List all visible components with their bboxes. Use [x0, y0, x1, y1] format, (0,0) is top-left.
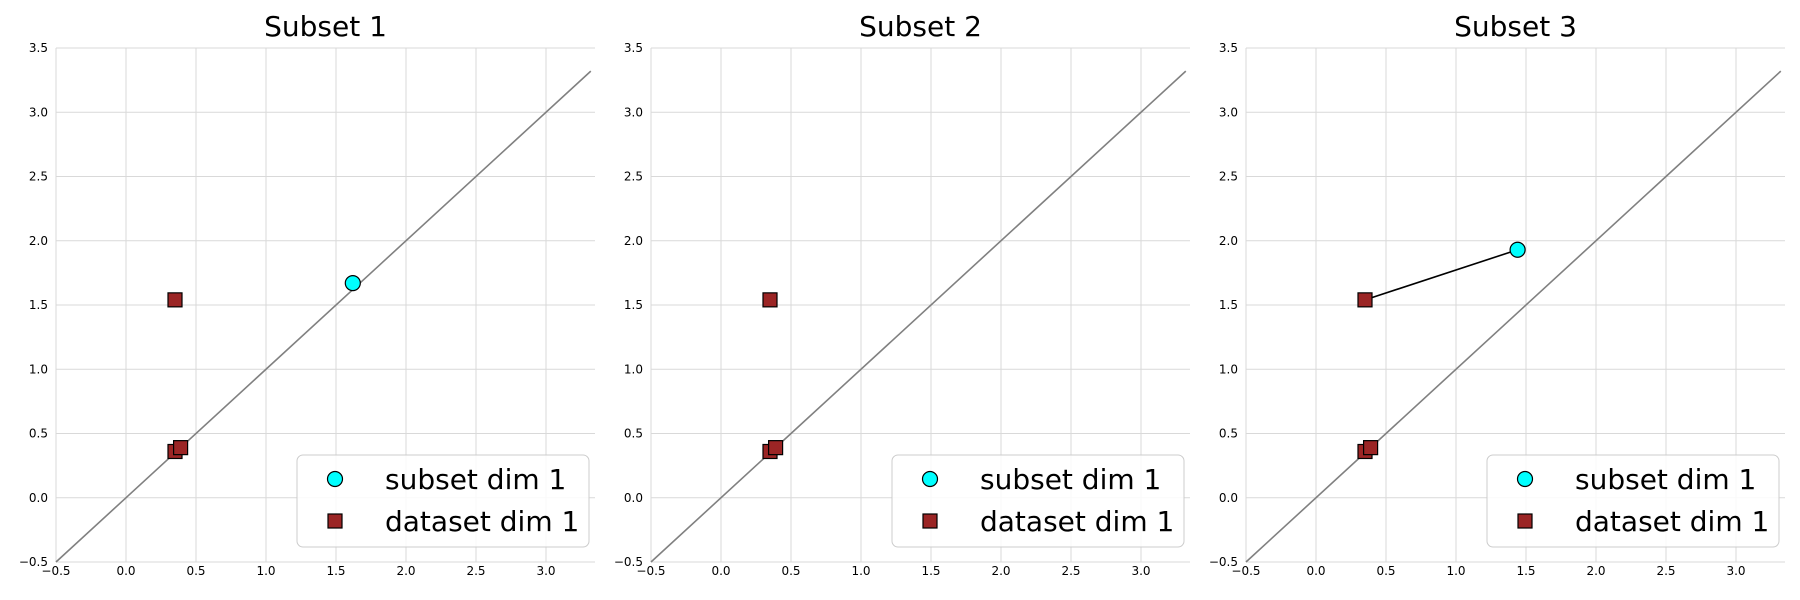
y-tick-label: 2.0 [1219, 234, 1238, 248]
diagonal-line [1245, 70, 1782, 563]
y-tick-label: 0.5 [624, 427, 643, 441]
x-tick-label: 2.0 [991, 564, 1010, 578]
y-tick-label: 2.5 [29, 170, 48, 184]
link-line [1364, 248, 1518, 301]
x-tick-label: 1.0 [1446, 564, 1465, 578]
y-tick-label: 0.5 [1219, 427, 1238, 441]
legend-subset-marker [1516, 470, 1534, 488]
legend-dataset-marker [327, 513, 343, 529]
legend-box [1486, 454, 1780, 548]
y-tick-label: 0.0 [29, 491, 48, 505]
x-tick-label: 2.5 [466, 564, 485, 578]
x-tick-label: 0.5 [1376, 564, 1395, 578]
y-tick-label: 0.0 [1219, 491, 1238, 505]
x-tick-label: 1.0 [256, 564, 275, 578]
subset-point [1509, 241, 1526, 258]
chart-title: Subset 3 [1454, 10, 1577, 43]
y-tick-label: 1.5 [624, 298, 643, 312]
dataset-point [173, 440, 189, 456]
dataset-point [767, 440, 784, 456]
y-tick-label: 3.5 [1219, 41, 1238, 55]
x-tick-label: 2.5 [1061, 564, 1080, 578]
x-tick-label: 0.5 [186, 564, 205, 578]
y-tick-label: 1.5 [1219, 298, 1238, 312]
x-tick-label: 1.0 [851, 564, 870, 578]
x-tick-label: −0.5 [1231, 564, 1260, 578]
x-tick-label: 1.5 [326, 564, 345, 578]
legend-subset-marker [326, 470, 344, 488]
legend-label: dataset dim 1 [1575, 505, 1769, 538]
y-tick-label: 1.0 [624, 362, 643, 376]
chart-panel-3: Subset 3 −0.5 0.0 0.5 1.0 1.5 2.0 2.5 3.0 −0.5 0.0… [1209, 10, 1785, 578]
x-tick-label: 2.5 [1656, 564, 1675, 578]
x-tick-label: 2.0 [1586, 564, 1605, 578]
legend-box [891, 454, 1185, 548]
legend-label: subset dim 1 [385, 463, 566, 496]
x-tick-label: 2.0 [396, 564, 415, 578]
x-tick-label: 0.0 [116, 564, 135, 578]
y-tick-label: −0.5 [19, 555, 48, 569]
legend-label: subset dim 1 [1575, 463, 1756, 496]
y-tick-label: 2.0 [29, 234, 48, 248]
y-tick-label: 1.0 [1219, 362, 1238, 376]
y-tick-label: 3.5 [624, 41, 643, 55]
y-tick-label: 3.5 [29, 41, 48, 55]
legend: subset dim 1 dataset dim 1 [1486, 454, 1780, 548]
legend-label: dataset dim 1 [980, 505, 1174, 538]
legend-label: subset dim 1 [980, 463, 1161, 496]
legend-label: dataset dim 1 [385, 505, 579, 538]
y-tick-label: 2.5 [1219, 170, 1238, 184]
x-tick-label: 0.5 [781, 564, 800, 578]
chart-panel-2: Subset 2 −0.5 0.0 0.5 1.0 1.5 2.0 2.5 3.0 −0.5 0.0… [614, 10, 1190, 578]
y-tick-label: 3.0 [29, 105, 48, 119]
legend-box [296, 454, 590, 548]
chart-title: Subset 1 [264, 10, 387, 43]
y-tick-label: 1.5 [29, 298, 48, 312]
chart-panel-1: Subset 1 −0.5 0.0 0.5 1.0 1.5 2.0 2.5 3.0 −0.5 0.0… [19, 10, 595, 578]
chart-title: Subset 2 [859, 10, 982, 43]
dataset-point [1357, 292, 1373, 308]
x-tick-label: 0.0 [1306, 564, 1325, 578]
y-tick-label: 3.0 [1219, 105, 1238, 119]
subset-point [344, 275, 361, 292]
legend-subset-marker [921, 470, 939, 488]
y-tick-label: 1.0 [29, 362, 48, 376]
x-tick-label: 1.5 [1516, 564, 1535, 578]
y-tick-label: 3.0 [624, 105, 643, 119]
y-tick-label: 0.5 [29, 427, 48, 441]
y-tick-label: −0.5 [1209, 555, 1238, 569]
dataset-point [762, 292, 778, 308]
x-tick-label: 1.5 [921, 564, 940, 578]
legend: subset dim 1 dataset dim 1 [296, 454, 590, 548]
dataset-point [167, 292, 183, 308]
y-tick-label: 0.0 [624, 491, 643, 505]
x-tick-label: 3.0 [1726, 564, 1745, 578]
diagonal-line [650, 70, 1187, 563]
diagonal-line [55, 70, 592, 563]
dataset-point [1362, 440, 1379, 456]
legend: subset dim 1 dataset dim 1 [891, 454, 1185, 548]
y-tick-label: −0.5 [614, 555, 643, 569]
x-tick-label: −0.5 [41, 564, 70, 578]
y-tick-label: 2.0 [624, 234, 643, 248]
legend-dataset-marker [1517, 513, 1533, 529]
y-tick-label: 2.5 [624, 170, 643, 184]
x-tick-label: 0.0 [711, 564, 730, 578]
x-tick-label: 3.0 [1131, 564, 1150, 578]
x-tick-label: 3.0 [536, 564, 555, 578]
x-tick-label: −0.5 [636, 564, 665, 578]
legend-dataset-marker [922, 513, 938, 529]
